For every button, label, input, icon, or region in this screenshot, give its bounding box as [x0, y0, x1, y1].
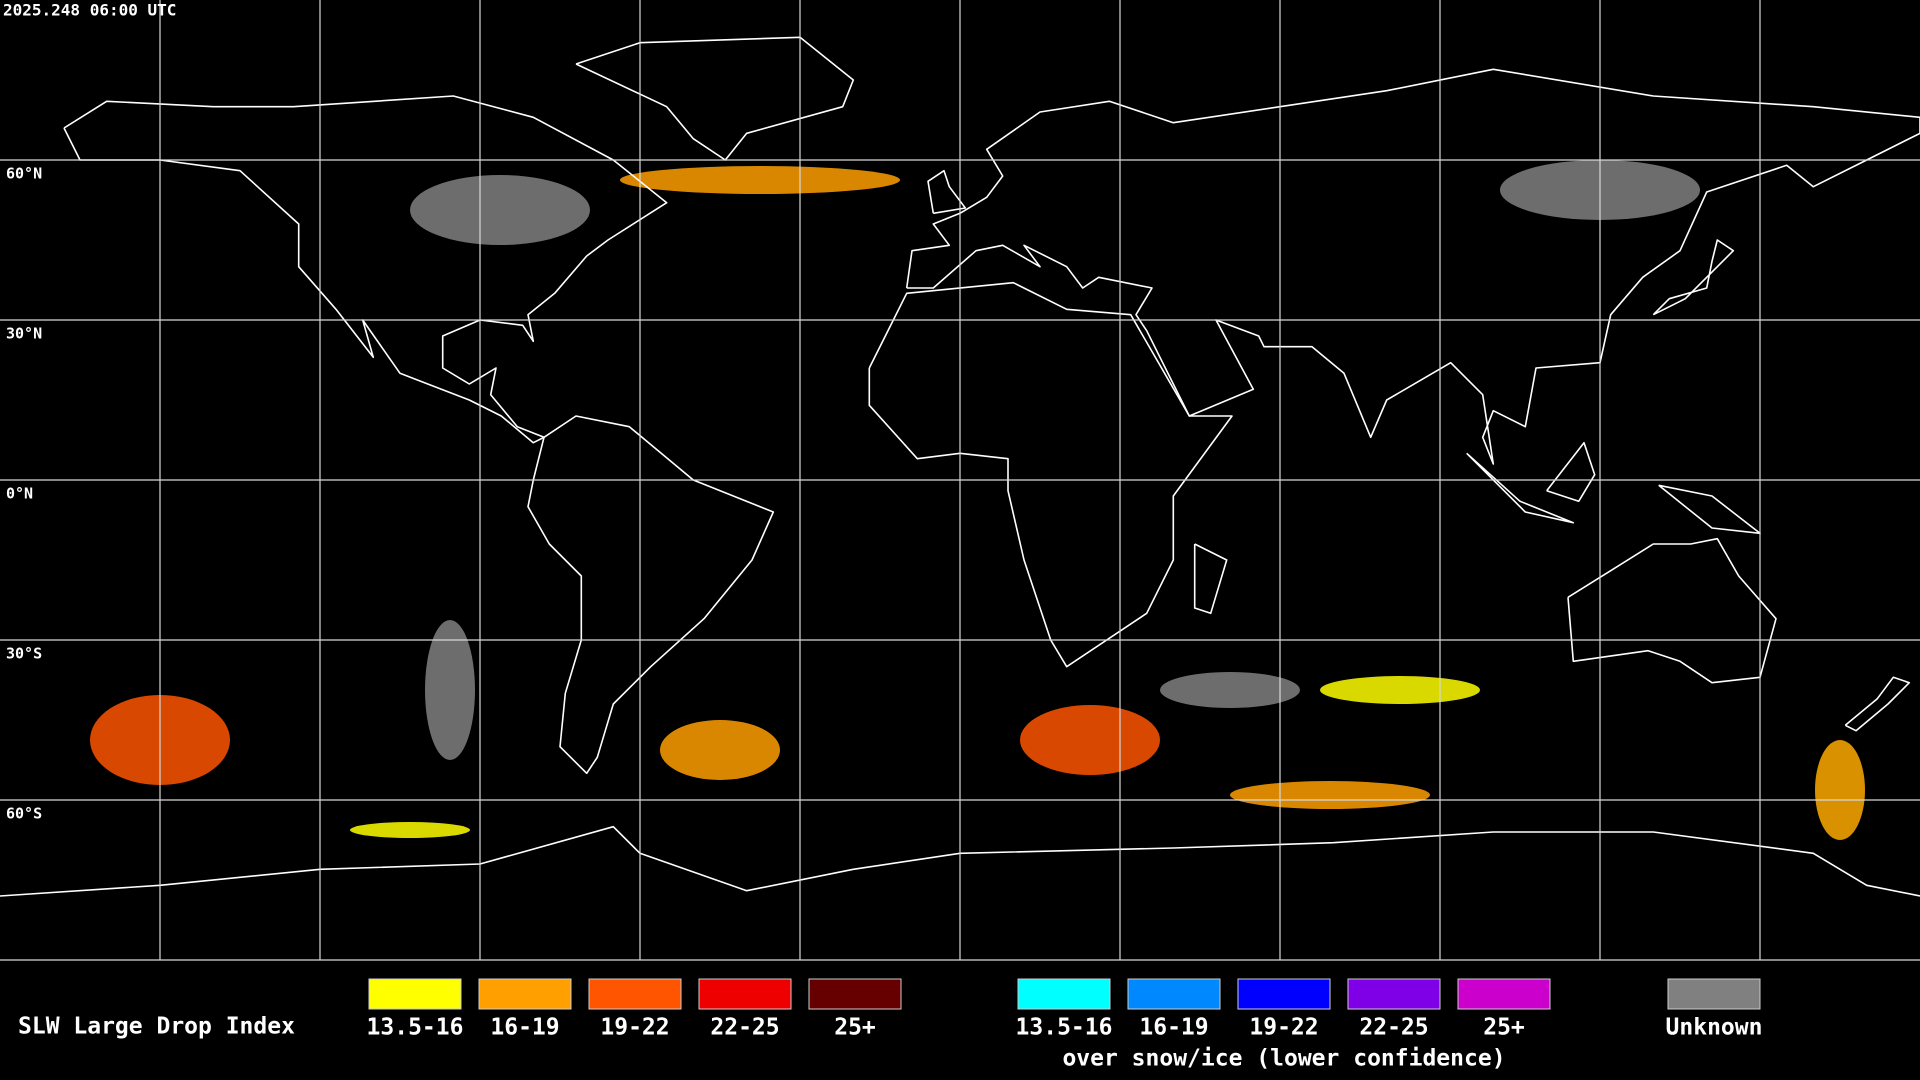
legend-label: 25+ — [1483, 1015, 1525, 1041]
legend-swatch — [1347, 978, 1441, 1010]
coastline — [1652, 239, 1735, 316]
legend: 13.5-16 16-19 19-22 22-25 25+ 13.5-16 16-19 19-… — [367, 978, 1763, 1072]
legend-label: 25+ — [834, 1015, 876, 1041]
coastline — [905, 68, 1920, 465]
patch — [410, 175, 590, 245]
legend-label: 16-19 — [1139, 1015, 1208, 1041]
coastline — [1546, 441, 1596, 503]
latitude-label: 30°N — [6, 325, 42, 343]
legend-label: Unknown — [1666, 1015, 1763, 1041]
patch — [1815, 740, 1865, 840]
coastline — [63, 95, 668, 444]
latitude-label: 60°N — [6, 165, 42, 183]
patch — [350, 822, 470, 838]
patch — [1020, 705, 1160, 775]
coastlines — [0, 36, 1920, 897]
latitude-label: 60°S — [6, 805, 42, 823]
coastline — [0, 825, 1920, 897]
legend-swatch — [808, 978, 902, 1010]
legend-swatch — [698, 978, 792, 1010]
legend-swatch — [478, 978, 572, 1010]
coastline — [1844, 676, 1911, 732]
legend-swatch — [368, 978, 462, 1010]
timestamp: 2025.248 06:00 UTC — [3, 1, 176, 20]
legend-swatch — [588, 978, 682, 1010]
cloud-patches — [90, 160, 1865, 840]
patch — [660, 720, 780, 780]
legend-label: 22-25 — [710, 1015, 779, 1041]
patch — [620, 166, 900, 194]
legend-label: 22-25 — [1359, 1015, 1428, 1041]
coastline — [575, 36, 855, 161]
legend-label: 19-22 — [600, 1015, 669, 1041]
legend-label: 16-19 — [490, 1015, 559, 1041]
legend-swatch — [1457, 978, 1551, 1010]
coastline — [1466, 452, 1575, 524]
legend-label: 13.5-16 — [1016, 1015, 1113, 1041]
legend-swatch — [1127, 978, 1221, 1010]
coastline — [1567, 537, 1777, 684]
legend-label: 13.5-16 — [367, 1015, 464, 1041]
legend-swatch — [1017, 978, 1111, 1010]
graticule — [0, 0, 1920, 960]
patch — [425, 620, 475, 760]
legend-title: SLW Large Drop Index — [18, 1014, 295, 1040]
coastline — [1193, 543, 1228, 615]
legend-swatch — [1667, 978, 1761, 1010]
latitude-label: 30°S — [6, 645, 42, 663]
patch — [1230, 781, 1430, 809]
patch — [1160, 672, 1300, 708]
legend-swatch — [1237, 978, 1331, 1010]
legend-label: 19-22 — [1249, 1015, 1318, 1041]
patch — [1320, 676, 1480, 704]
legend-note: over snow/ice (lower confidence) — [1062, 1046, 1505, 1072]
latitude-label: 0°N — [6, 485, 33, 503]
